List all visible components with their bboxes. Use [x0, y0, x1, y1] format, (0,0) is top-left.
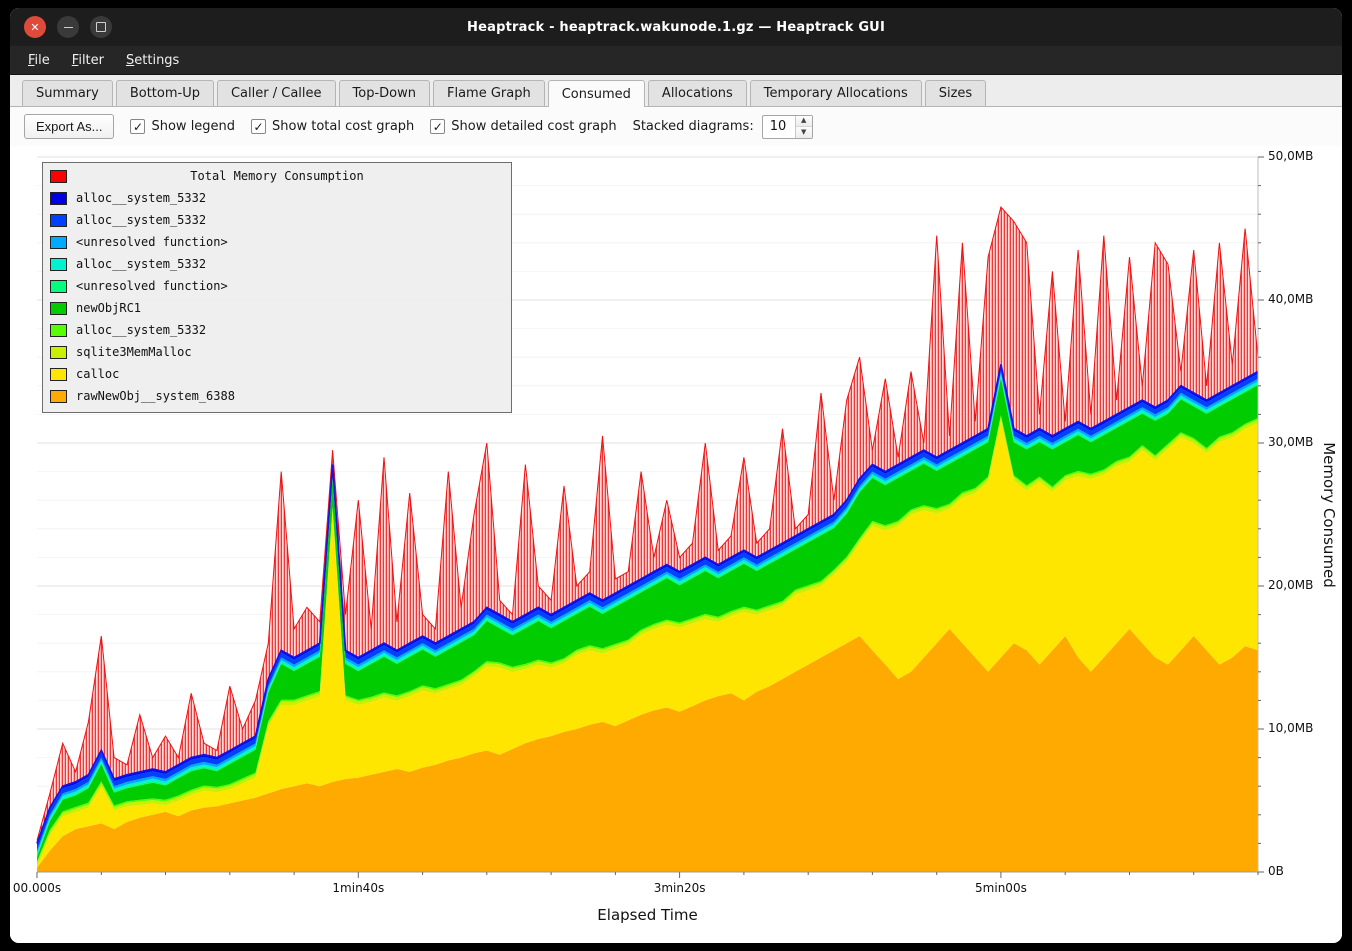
legend-swatch	[50, 367, 67, 381]
y-tick-label: 40,0MB	[1268, 292, 1314, 306]
x-tick-label: 00.000s	[12, 881, 62, 895]
legend-label: newObjRC1	[76, 301, 142, 315]
legend-title-row: Total Memory Consumption	[50, 165, 504, 187]
legend-label: alloc__system_5332	[76, 323, 207, 337]
tab-consumed[interactable]: Consumed	[547, 80, 645, 107]
chart-area: Total Memory Consumption alloc__system_5…	[10, 146, 1342, 943]
consumption-chart[interactable]	[36, 156, 1264, 878]
window-title: Heaptrack - heaptrack.wakunode.1.gz — He…	[467, 19, 885, 35]
tab-bottom-up[interactable]: Bottom-Up	[115, 80, 214, 106]
checkbox-label: Show detailed cost graph	[451, 119, 617, 134]
stacked-diagrams-label: Stacked diagrams:	[632, 119, 754, 134]
legend-label: alloc__system_5332	[76, 257, 207, 271]
close-button[interactable]	[24, 16, 46, 38]
legend-swatch	[50, 345, 67, 359]
spin-down-button[interactable]: ▼	[795, 127, 812, 138]
export-as-button[interactable]: Export As...	[24, 114, 115, 139]
legend-swatch	[50, 323, 67, 337]
y-axis-title: Memory Consumed	[1320, 441, 1338, 588]
legend-swatch	[50, 235, 67, 249]
legend-label: calloc	[76, 367, 120, 381]
menu-filter[interactable]: Filter	[71, 52, 104, 68]
window-controls	[24, 8, 112, 46]
tab-sizes[interactable]: Sizes	[924, 80, 987, 106]
legend-swatch-total	[50, 169, 67, 183]
legend-entries: alloc__system_5332 alloc__system_5332 <unr…	[50, 187, 504, 407]
legend-swatch	[50, 279, 67, 293]
y-tick-label: 30,0MB	[1268, 435, 1314, 449]
legend-item: calloc	[50, 363, 504, 385]
legend-swatch	[50, 213, 67, 227]
y-tick-label: 10,0MB	[1268, 721, 1314, 735]
spin-buttons: ▲ ▼	[794, 115, 812, 138]
menu-bar: File Filter Settings	[10, 46, 1342, 75]
legend-item: newObjRC1	[50, 297, 504, 319]
stacked-diagrams-row: Stacked diagrams: 10 ▲ ▼	[632, 114, 813, 139]
legend-label: <unresolved function>	[76, 279, 228, 293]
app-window: Heaptrack - heaptrack.wakunode.1.gz — He…	[10, 8, 1342, 943]
stacked-diagrams-spinbox[interactable]: 10 ▲ ▼	[761, 114, 813, 139]
legend-item: alloc__system_5332	[50, 319, 504, 341]
spin-up-button[interactable]: ▲	[795, 115, 812, 127]
checkbox-icon	[251, 119, 267, 134]
show-total-cost-graph-checkbox[interactable]: Show total cost graph	[251, 119, 414, 134]
legend-item: <unresolved function>	[50, 231, 504, 253]
tab-top-down[interactable]: Top-Down	[338, 80, 430, 106]
y-tick-label: 50,0MB	[1268, 149, 1314, 163]
menu-settings[interactable]: Settings	[126, 52, 180, 68]
legend-item: sqlite3MemMalloc	[50, 341, 504, 363]
x-tick-label: 1min40s	[332, 881, 385, 895]
maximize-button[interactable]	[90, 16, 112, 38]
legend-label: <unresolved function>	[76, 235, 228, 249]
menu-file[interactable]: File	[28, 52, 50, 68]
x-tick-label: 5min00s	[975, 881, 1027, 895]
legend-item: alloc__system_5332	[50, 187, 504, 209]
x-tick-label: 3min20s	[653, 881, 706, 895]
show-detailed-cost-graph-checkbox[interactable]: Show detailed cost graph	[430, 119, 617, 134]
tab-allocations[interactable]: Allocations	[647, 80, 747, 106]
legend-swatch	[50, 389, 67, 403]
stacked-diagrams-value: 10	[769, 119, 787, 134]
legend-title: Total Memory Consumption	[190, 169, 364, 183]
legend-item: alloc__system_5332	[50, 253, 504, 275]
legend-swatch	[50, 301, 67, 315]
titlebar: Heaptrack - heaptrack.wakunode.1.gz — He…	[10, 8, 1342, 46]
legend-swatch	[50, 257, 67, 271]
legend-label: alloc__system_5332	[76, 213, 207, 227]
legend-label: alloc__system_5332	[76, 191, 207, 205]
tab-bar: Summary Bottom-Up Caller / Callee Top-Do…	[10, 75, 1342, 107]
checkbox-icon	[430, 119, 446, 134]
y-tick-label: 0B	[1268, 864, 1284, 878]
legend-swatch	[50, 191, 67, 205]
checkbox-icon	[130, 119, 146, 134]
legend-item: rawNewObj__system_6388	[50, 385, 504, 407]
legend-label: rawNewObj__system_6388	[76, 389, 235, 403]
toolbar: Export As... Show legend Show total cost…	[10, 107, 1342, 146]
legend-item: <unresolved function>	[50, 275, 504, 297]
x-axis-title: Elapsed Time	[597, 906, 698, 924]
tab-summary[interactable]: Summary	[22, 80, 113, 106]
legend-item: alloc__system_5332	[50, 209, 504, 231]
tab-caller-callee[interactable]: Caller / Callee	[216, 80, 336, 106]
legend-label: sqlite3MemMalloc	[76, 345, 192, 359]
checkbox-label: Show legend	[151, 119, 236, 134]
checkbox-label: Show total cost graph	[272, 119, 415, 134]
legend: Total Memory Consumption alloc__system_5…	[42, 162, 512, 413]
tab-temporary-allocations[interactable]: Temporary Allocations	[749, 80, 922, 106]
tab-flame-graph[interactable]: Flame Graph	[432, 80, 545, 106]
minimize-button[interactable]	[57, 16, 79, 38]
y-tick-label: 20,0MB	[1268, 578, 1314, 592]
show-legend-checkbox[interactable]: Show legend	[130, 119, 235, 134]
